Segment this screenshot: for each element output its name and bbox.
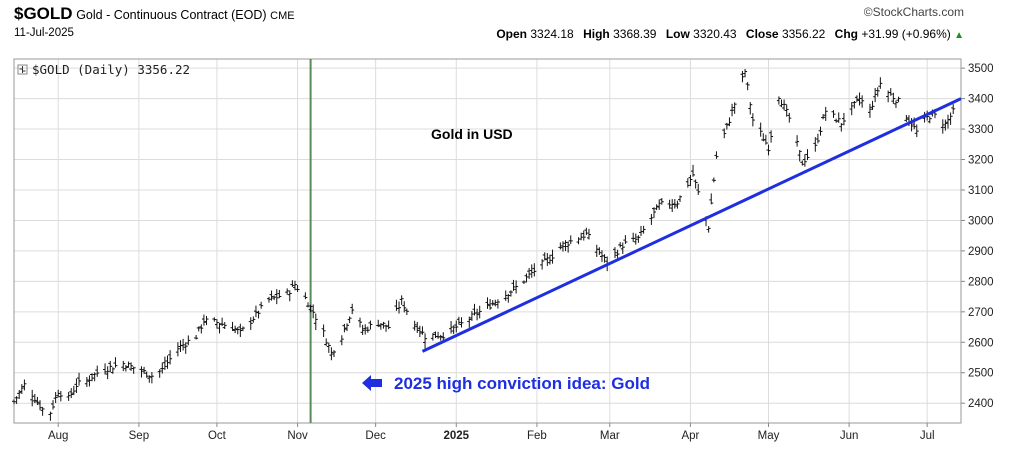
y-tick-label: 3400: [968, 94, 994, 106]
x-tick-label: Mar: [600, 430, 620, 442]
brand-watermark: ©StockCharts.com: [863, 5, 964, 19]
x-tick-label: Oct: [208, 430, 227, 442]
x-tick-label: Apr: [681, 430, 699, 442]
grid: [14, 59, 961, 423]
x-tick-label: 2025: [443, 430, 469, 442]
open-value: 3324.18: [530, 27, 574, 41]
x-tick-label: Jul: [920, 430, 935, 442]
y-tick-label: 3000: [968, 215, 994, 227]
exchange: CME: [270, 10, 295, 22]
y-tick-label: 3500: [968, 63, 994, 75]
legend-label: $GOLD (Daily) 3356.22: [32, 62, 190, 77]
left-arrow-icon: [362, 375, 382, 391]
close-label: Close: [745, 27, 779, 41]
open-label: Open: [496, 27, 527, 41]
high-value: 3368.39: [613, 27, 657, 41]
x-axis: Aug Sep Oct Nov Dec 2025 Feb Mar Apr May Jun Jul: [48, 423, 935, 442]
y-tick-label: 2600: [968, 337, 994, 349]
y-tick-label: 2400: [968, 398, 994, 410]
up-arrow-icon: ▲: [954, 30, 964, 41]
legend: $GOLD (Daily) 3356.22: [17, 62, 190, 77]
chg-value: +31.99 (+0.96%): [861, 27, 951, 41]
x-tick-label: Dec: [365, 430, 386, 442]
chg-label: Chg: [834, 27, 858, 41]
high-label: High: [583, 27, 610, 41]
y-tick-label: 2700: [968, 307, 994, 319]
x-tick-label: Nov: [287, 430, 308, 442]
y-tick-label: 2800: [968, 276, 994, 288]
low-value: 3320.43: [693, 27, 737, 41]
close-value: 3356.22: [781, 27, 826, 41]
description: Gold - Continuous Contract (EOD): [76, 8, 267, 22]
x-tick-label: Jun: [840, 430, 859, 442]
x-tick-label: May: [758, 430, 780, 442]
x-tick-label: Sep: [129, 430, 149, 442]
trendline: [421, 97, 962, 353]
ohlc-summary: Open 3324.18 High 3368.39 Low 3320.43 Cl…: [496, 27, 964, 41]
low-label: Low: [665, 27, 690, 41]
chart-header-title: $GOLD Gold - Continuous Contract (EOD) C…: [14, 4, 295, 24]
callout-text: 2025 high conviction idea: Gold: [394, 374, 650, 393]
annotation-title: Gold in USD: [431, 126, 513, 142]
y-tick-label: 2900: [968, 246, 994, 258]
y-tick-label: 2500: [968, 368, 994, 380]
price-bars: [12, 69, 956, 421]
x-tick-label: Aug: [48, 430, 68, 442]
y-tick-label: 3300: [968, 124, 994, 136]
y-tick-label: 3100: [968, 185, 994, 197]
y-axis: 2400 2500 2600 2700 2800 2900 3000 3100 3200 3300…: [961, 63, 994, 410]
plot-frame: [13, 58, 962, 424]
y-tick-label: 3200: [968, 155, 994, 167]
x-tick-label: Feb: [527, 430, 547, 442]
symbol: $GOLD: [14, 4, 73, 23]
chart-date: 11-Jul-2025: [14, 27, 74, 39]
callout: 2025 high conviction idea: Gold: [362, 374, 650, 393]
